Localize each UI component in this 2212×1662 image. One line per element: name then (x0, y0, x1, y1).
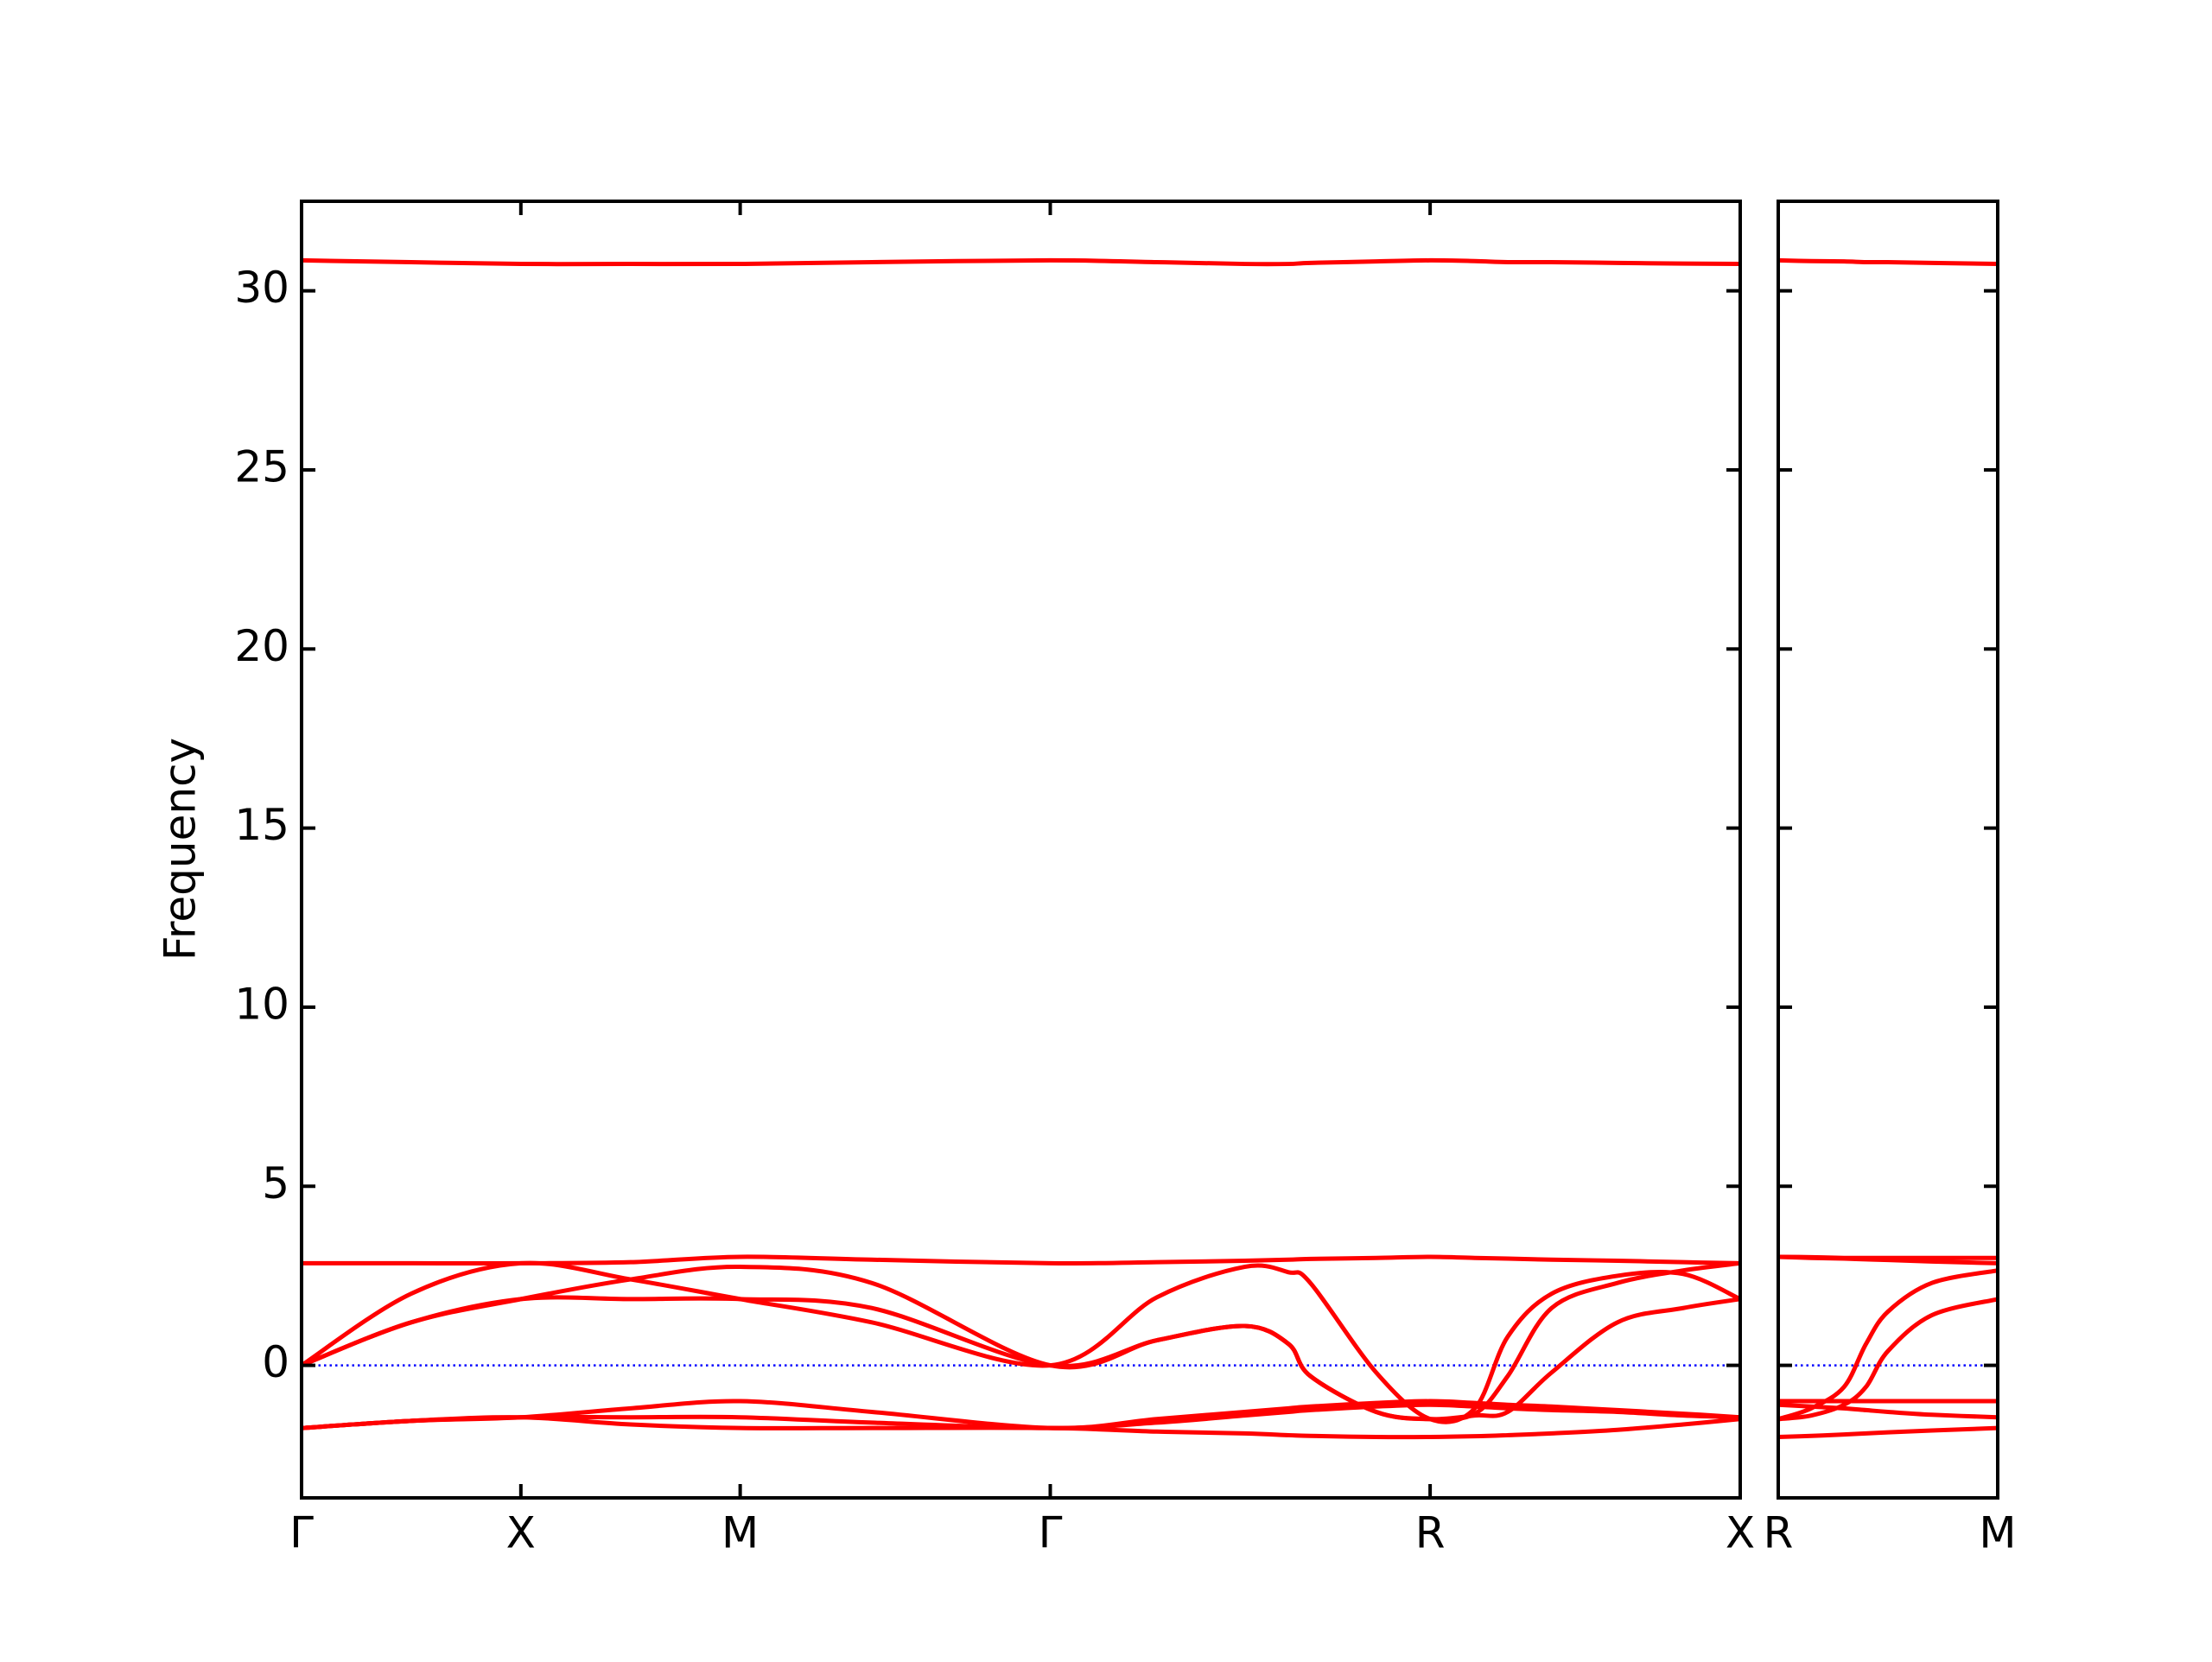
x-tick-label: R (1764, 1508, 1794, 1558)
x-tick-label: X (1726, 1508, 1755, 1558)
band-line (302, 1402, 1740, 1430)
band-line (1778, 1254, 1998, 1266)
band-line (302, 1415, 1740, 1440)
y-tick-label: 5 (262, 1158, 289, 1208)
y-tick-label: 10 (234, 979, 289, 1029)
y-tick-label: 0 (262, 1337, 289, 1387)
band-line (1778, 1402, 1998, 1420)
x-tick-label: X (506, 1508, 536, 1558)
y-axis-label: Frequency (156, 738, 206, 961)
x-tick-label: R (1415, 1508, 1446, 1558)
band-line (1778, 1268, 1998, 1422)
x-tick-label: M (721, 1508, 759, 1558)
plot-area (1778, 257, 1998, 1440)
y-tick-label: 25 (234, 441, 289, 492)
band-line (1778, 1297, 1998, 1422)
y-tick-label: 15 (234, 800, 289, 850)
band-line (1778, 257, 1998, 267)
band-line (302, 1295, 1740, 1422)
x-tick-label: Γ (1039, 1508, 1063, 1558)
band-line (302, 1260, 1740, 1424)
plot-area (302, 257, 1740, 1440)
axes-frame (1777, 200, 1999, 1500)
x-tick-label: M (1979, 1508, 2016, 1558)
band-line (1778, 1425, 1998, 1440)
y-tick-label: 20 (234, 621, 289, 671)
band-line (302, 1399, 1740, 1430)
band-line (302, 1254, 1740, 1266)
axes-frame (300, 200, 1742, 1500)
x-tick-label: Γ (289, 1508, 314, 1558)
y-tick-label: 30 (234, 263, 289, 313)
band-line (302, 257, 1740, 267)
